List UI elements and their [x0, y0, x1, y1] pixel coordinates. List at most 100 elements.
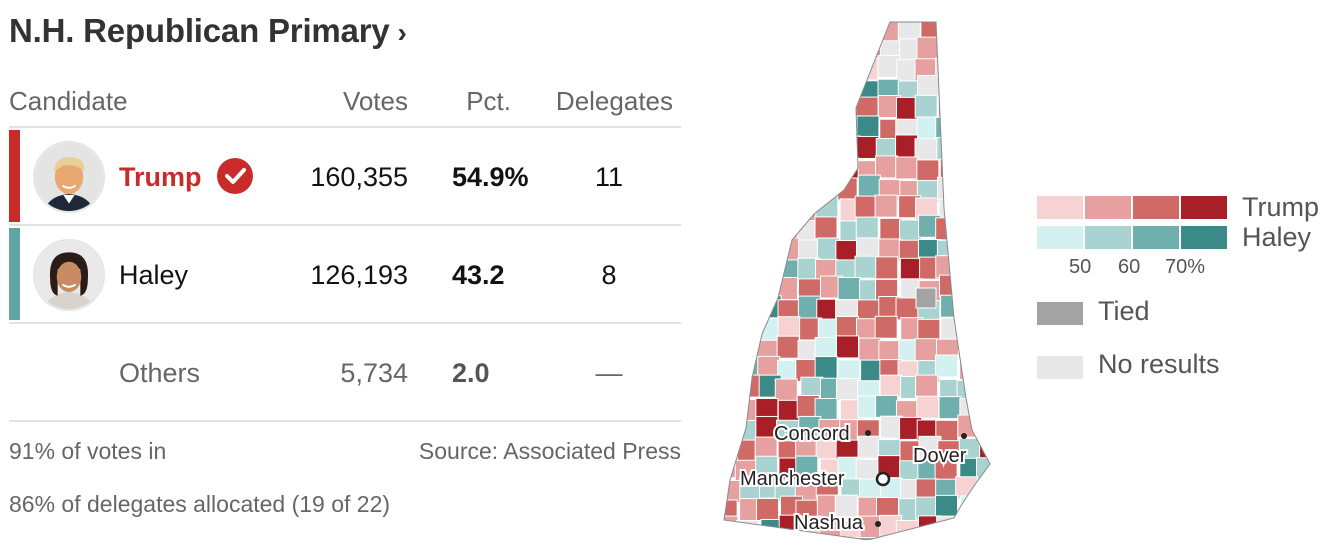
- city-label-concord: Concord: [774, 423, 850, 445]
- municipality-cell: [855, 458, 879, 482]
- winner-check-icon: [217, 158, 253, 194]
- candidate-delegates: 11: [594, 162, 624, 192]
- municipality-cell: [977, 276, 990, 300]
- candidate-color-bar: [9, 130, 20, 222]
- municipality-cell: [737, 374, 761, 398]
- municipality-cell: [815, 194, 839, 218]
- municipality-cell: [958, 537, 982, 540]
- municipality-cell: [980, 355, 990, 379]
- municipality-cell: [960, 295, 984, 319]
- municipality-cell: [879, 217, 903, 241]
- municipality-cell: [837, 276, 861, 300]
- municipality-cell: [957, 414, 981, 438]
- municipality-cell: [959, 57, 983, 81]
- municipality-cell: [914, 338, 938, 362]
- municipality-cell: [895, 297, 919, 321]
- municipality-cell: [814, 216, 838, 240]
- municipality-cell: [778, 38, 802, 62]
- municipality-cell: [917, 318, 941, 342]
- municipality-cell: [756, 534, 780, 540]
- municipality-cell: [754, 55, 778, 79]
- municipality-cell: [978, 314, 990, 338]
- municipality-cell: [796, 37, 820, 61]
- municipality-cell: [724, 116, 740, 140]
- source-credit: Source: Associated Press: [418, 438, 681, 464]
- municipality-cell: [957, 276, 981, 300]
- municipality-cell: [975, 196, 990, 220]
- municipality-cell: [975, 115, 990, 139]
- municipality-cell: [974, 255, 990, 279]
- municipality-cell: [956, 22, 980, 38]
- municipality-cell: [724, 360, 739, 384]
- municipality-cell: [935, 116, 959, 140]
- chevron-right-icon: ›: [397, 17, 407, 48]
- municipality-cell: [938, 76, 962, 100]
- legend-haley-label: Haley: [1242, 222, 1312, 252]
- municipality-cell: [724, 417, 744, 441]
- municipality-cell: [798, 22, 822, 38]
- municipality-cell: [980, 139, 990, 163]
- municipality-cell: [795, 59, 819, 83]
- municipality-cell: [774, 378, 798, 402]
- municipality-cell: [934, 494, 958, 518]
- municipality-cell: [724, 338, 742, 362]
- municipality-cell: [777, 76, 801, 100]
- manchester-marker: [875, 471, 891, 487]
- municipality-cell: [895, 134, 919, 158]
- municipality-cell: [777, 179, 801, 203]
- municipality-cell: [818, 137, 842, 161]
- municipality-cell: [860, 359, 884, 383]
- legend-swatch-haley-1: [1037, 226, 1083, 249]
- municipality-cell: [975, 494, 990, 518]
- municipality-cell: [978, 175, 990, 199]
- municipality-cell: [855, 216, 879, 240]
- header-votes: Votes: [342, 86, 408, 116]
- municipality-cell: [776, 335, 800, 359]
- municipality-cell: [955, 96, 979, 120]
- legend-no-results-label: No results: [1098, 349, 1220, 379]
- municipality-cell: [837, 59, 861, 83]
- municipality-cell: [934, 537, 958, 540]
- municipality-cell: [916, 159, 940, 183]
- municipality-cell: [735, 179, 759, 203]
- municipality-cell: [939, 158, 963, 182]
- municipality-cell: [755, 195, 779, 219]
- municipality-cell: [736, 337, 760, 361]
- municipality-cell: [815, 79, 839, 103]
- municipality-cell: [857, 174, 881, 198]
- legend-tied-swatch: [1037, 302, 1083, 325]
- municipality-cell: [856, 115, 880, 139]
- municipality-cell: [934, 354, 958, 378]
- municipality-cell: [957, 77, 981, 101]
- municipality-cell: [974, 76, 990, 100]
- municipality-cell: [796, 115, 820, 139]
- municipality-cell: [758, 119, 782, 143]
- candidate-delegates: —: [595, 358, 623, 388]
- municipality-cell: [936, 22, 960, 39]
- municipality-cell: [724, 177, 739, 201]
- municipality-cell: [879, 374, 903, 398]
- legend-tick-70: 70%: [1165, 256, 1206, 278]
- municipality-cell: [835, 335, 859, 359]
- municipality-cell: [914, 94, 938, 118]
- municipality-cell: [735, 35, 759, 59]
- municipality-cell: [874, 315, 898, 339]
- candidate-name: Others: [119, 358, 201, 388]
- nh-county-map[interactable]: Concord Dover Manchester Nashua: [718, 18, 998, 540]
- avatar-trump: [33, 141, 105, 213]
- page-title[interactable]: N.H. Republican Primary ›: [9, 12, 407, 50]
- municipality-cell: [759, 136, 783, 160]
- table-row-trump: Trump 160,355 54.9% 11: [9, 128, 681, 226]
- municipality-cell: [914, 138, 938, 162]
- table-row-others: Others 5,734 2.0 —: [9, 324, 681, 422]
- header-delegates: Delegates: [555, 86, 673, 116]
- municipality-cell: [978, 99, 990, 123]
- municipality-cell: [759, 255, 783, 279]
- legend-tick-50: 50: [1069, 256, 1092, 278]
- municipality-cell: [976, 379, 990, 403]
- municipality-cell: [837, 135, 861, 159]
- municipality-cell: [854, 537, 878, 540]
- municipality-cell: [739, 275, 763, 299]
- municipality-cell: [875, 256, 899, 280]
- reporting-status: 91% of votes in: [9, 438, 167, 464]
